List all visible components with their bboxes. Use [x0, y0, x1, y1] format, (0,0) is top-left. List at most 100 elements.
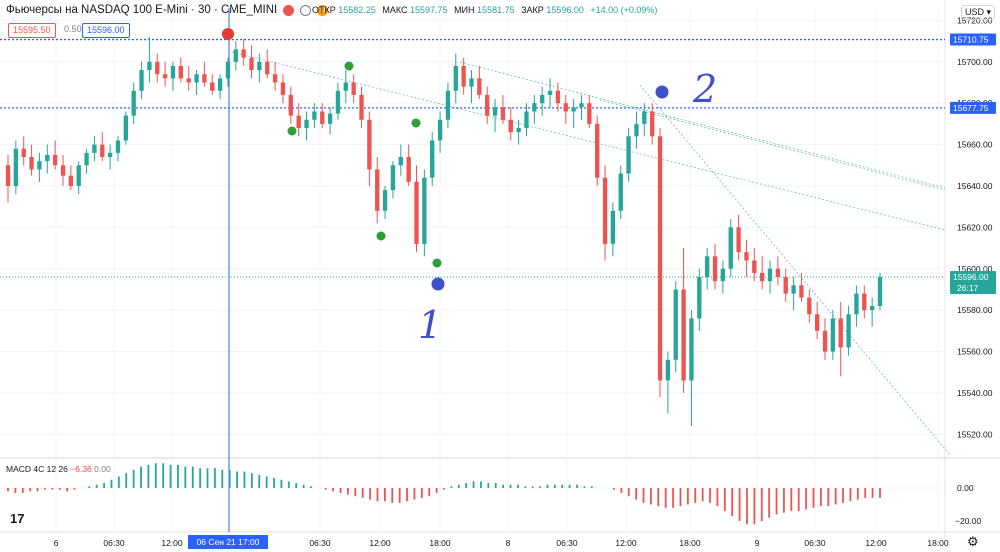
candle-body — [37, 161, 42, 170]
y-tick-label: 15720.00 — [957, 15, 993, 25]
chart-header: Фьючерсы на NASDAQ 100 E-Mini · 30 · CME… — [6, 4, 329, 16]
candle-body — [846, 314, 851, 348]
candle-body — [304, 119, 309, 129]
current-price-tag: 15596.00 — [953, 272, 989, 282]
close-value: 15596.00 — [546, 5, 584, 15]
candle-body — [107, 152, 113, 157]
gear-icon[interactable]: ⚙ — [967, 534, 979, 549]
candle-body — [84, 152, 89, 166]
candle-body — [139, 70, 144, 91]
candle-body — [123, 115, 128, 141]
candle-body — [335, 90, 341, 114]
candle-body — [202, 74, 207, 83]
tradingview-logo-icon[interactable]: 17 — [10, 511, 25, 526]
candle-body — [595, 123, 600, 178]
candle-body — [351, 82, 356, 95]
y-tick-label: 15580.00 — [957, 305, 993, 315]
candle-body — [422, 177, 427, 244]
y-tick-label: 15560.00 — [957, 347, 993, 357]
candle-body — [775, 268, 781, 278]
symbol-title[interactable]: Фьючерсы на NASDAQ 100 E-Mini · 30 · CME… — [6, 4, 278, 16]
candle-body — [375, 169, 380, 211]
candle-body — [296, 115, 301, 129]
candle-body — [100, 144, 105, 157]
candle-body — [571, 107, 576, 112]
green-dot-marker — [344, 61, 354, 71]
candle-body — [131, 90, 136, 116]
candle-body — [783, 277, 788, 294]
candle-body — [92, 144, 97, 153]
candle-body — [602, 177, 608, 244]
candle-body — [21, 148, 26, 157]
low-value: 15581.75 — [477, 5, 515, 15]
candle-body — [367, 119, 372, 170]
candle-body — [634, 123, 639, 137]
currency-selector[interactable]: USD ▾ — [961, 5, 996, 20]
candle-body — [5, 165, 11, 186]
eye-icon[interactable]: · — [300, 4, 312, 16]
level-tag-upper: 15710.75 — [953, 35, 989, 45]
candle-body — [579, 103, 584, 108]
x-tick-label: 18:00 — [927, 538, 949, 548]
candle-body — [194, 74, 199, 83]
ohlc-legend: ОТКР 15582.25 МАКС 15597.75 МИН 15581.75… — [312, 5, 658, 15]
candle-body — [877, 277, 883, 306]
candle-body — [689, 318, 694, 381]
candle-body — [492, 107, 498, 116]
trend-line — [231, 51, 946, 231]
x-tick-label: 6 — [54, 538, 59, 548]
candle-body — [822, 330, 828, 352]
candle-body — [752, 260, 757, 273]
candle-body — [445, 90, 451, 120]
sell-price-button[interactable]: 15595.50 — [8, 23, 56, 38]
crosshair-date-label: 06 Сен 21 17:00 — [197, 537, 260, 547]
macd-value: −6.36 — [70, 464, 92, 474]
x-tick-label: 12:00 — [369, 538, 391, 548]
candle-body — [705, 256, 710, 278]
level-tag-middle: 15677.75 — [953, 103, 989, 113]
y-tick-label: 15520.00 — [957, 429, 993, 439]
level-tag-middle-bg — [950, 101, 996, 114]
spread-value: 0.50 — [64, 24, 82, 34]
x-tick-label: 12:00 — [161, 538, 183, 548]
y-tick-label: 15640.00 — [957, 181, 993, 191]
candle-body — [327, 113, 333, 124]
blue-dot-marker — [431, 277, 445, 291]
candle-body — [68, 175, 74, 186]
candle-body — [524, 111, 529, 129]
candle-body — [720, 268, 726, 282]
candle-body — [76, 165, 81, 186]
candle-body — [414, 181, 419, 244]
candle-body — [217, 78, 223, 91]
x-tick-label: 06:30 — [309, 538, 331, 548]
buy-price-button[interactable]: 15596.00 — [82, 23, 130, 38]
candle-body — [477, 78, 482, 95]
candle-body — [453, 65, 458, 91]
candle-body — [29, 157, 34, 170]
trend-line — [599, 99, 946, 191]
x-tick-label: 12:00 — [865, 538, 887, 548]
candle-body — [320, 111, 325, 124]
candle-body — [799, 285, 804, 298]
y-tick-label: 15660.00 — [957, 140, 993, 150]
candle-body — [115, 140, 121, 153]
y-tick-label: 15540.00 — [957, 388, 993, 398]
candle-body — [170, 65, 176, 79]
candle-body — [673, 289, 678, 360]
candle-body — [45, 154, 50, 162]
candle-body — [681, 289, 686, 381]
trend-line — [639, 84, 951, 456]
candle-body — [587, 103, 592, 124]
macd-zero: 0.00 — [94, 464, 111, 474]
candle-body — [233, 49, 238, 62]
candle-body — [382, 190, 388, 211]
macd-legend[interactable]: MACD 4C 12 26 −6.36 0.00 — [6, 464, 111, 474]
candle-body — [210, 82, 215, 91]
candle-body — [791, 285, 796, 294]
candle-body — [241, 49, 246, 58]
candle-body — [398, 157, 403, 166]
macd-y-tick: 0.00 — [957, 483, 974, 493]
candle-body — [862, 293, 867, 311]
level-tag-upper-bg — [950, 33, 996, 46]
